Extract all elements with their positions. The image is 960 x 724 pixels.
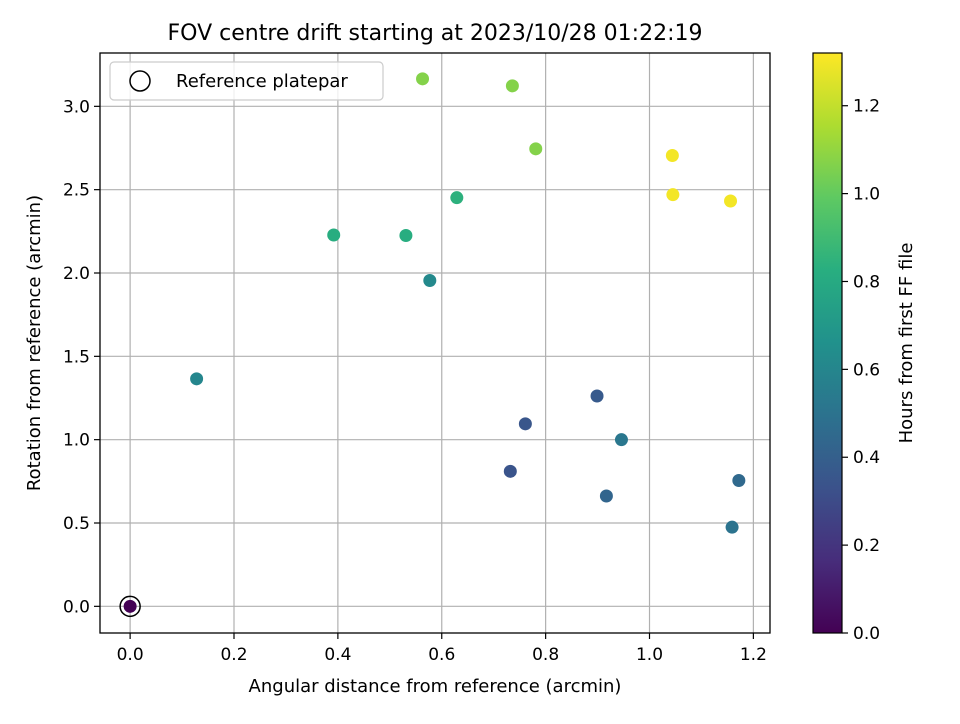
y-axis-label: Rotation from reference (arcmin)	[24, 195, 45, 491]
legend-entry-reference-platepar: Reference platepar	[176, 71, 348, 92]
x-tick-label: 1.0	[636, 645, 663, 665]
data-point	[190, 372, 204, 386]
colorbar-tick-label: 0.8	[853, 272, 880, 292]
data-point	[732, 474, 746, 487]
legend-box	[109, 61, 384, 101]
colorbar: 0.0 0.2 0.4 0.6 0.8 1.0 1.2 Hours from first F…	[812, 52, 917, 644]
legend-marker	[129, 70, 151, 92]
data-point	[529, 142, 543, 156]
x-tick-label: 0.6	[428, 645, 455, 665]
data-points	[119, 72, 746, 618]
x-tick-label: 0.4	[324, 645, 351, 665]
data-point	[503, 464, 517, 478]
data-point	[666, 188, 680, 202]
y-tick-label: 0.0	[63, 597, 90, 617]
x-tick-label: 1.2	[740, 645, 767, 665]
y-axis-ticks: 0.0 0.5 1.0 1.5 2.0 2.5 3.0	[63, 97, 100, 617]
colorbar-tick-label: 1.0	[853, 185, 880, 205]
data-point	[399, 229, 413, 242]
data-point	[518, 417, 532, 431]
reference-platepar-marker	[119, 595, 141, 618]
colorbar-tick-label: 0.6	[853, 360, 880, 380]
colorbar-tick-label: 0.4	[853, 448, 880, 468]
colorbar-label: Hours from first FF file	[896, 243, 917, 444]
x-tick-label: 0.2	[220, 645, 247, 665]
data-point	[416, 72, 430, 86]
data-point	[599, 489, 613, 503]
data-point	[665, 149, 679, 162]
data-point	[327, 228, 341, 242]
y-tick-label: 0.5	[63, 514, 90, 534]
colorbar-frame	[812, 52, 843, 634]
y-tick-label: 3.0	[63, 97, 90, 117]
data-point	[123, 599, 137, 613]
y-tick-label: 2.5	[63, 181, 90, 201]
colorbar-tick-label: 0.0	[853, 624, 880, 644]
x-axis-ticks: 0.0 0.2 0.4 0.6 0.8 1.0 1.2	[117, 633, 767, 665]
data-point	[423, 274, 437, 287]
data-point	[725, 520, 739, 534]
data-point	[590, 389, 604, 403]
data-point	[724, 194, 738, 208]
y-tick-label: 2.0	[63, 264, 90, 284]
data-point	[614, 433, 628, 447]
data-point	[450, 191, 464, 205]
colorbar-gradient	[813, 53, 842, 633]
data-point	[505, 79, 519, 93]
x-tick-label: 0.8	[532, 645, 559, 665]
x-tick-label: 0.0	[117, 645, 144, 665]
legend: Reference platepar	[109, 61, 384, 101]
colorbar-ticks: 0.0 0.2 0.4 0.6 0.8 1.0 1.2	[842, 97, 880, 644]
y-tick-label: 1.0	[63, 431, 90, 451]
chart-title: FOV centre drift starting at 2023/10/28 …	[168, 21, 703, 46]
colorbar-tick-label: 1.2	[853, 97, 880, 117]
grid-lines	[100, 53, 770, 633]
colorbar-tick-label: 0.2	[853, 536, 880, 556]
y-tick-label: 1.5	[63, 347, 90, 367]
x-axis-label: Angular distance from reference (arcmin)	[249, 676, 622, 697]
plot-frame	[99, 52, 771, 634]
